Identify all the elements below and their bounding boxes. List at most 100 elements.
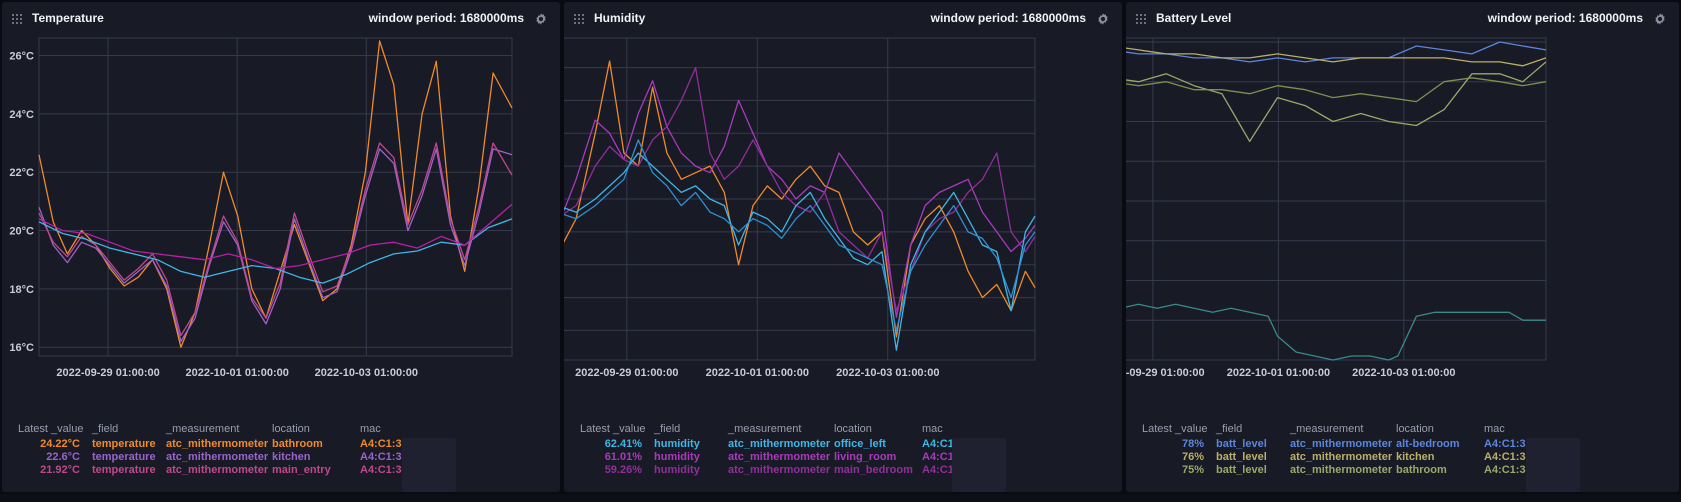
legend-mac: A4:C1:38: bbox=[1484, 464, 1536, 476]
panel-title: Humidity bbox=[594, 11, 646, 25]
x-tick-label: 2022-10-01 01:00:00 bbox=[186, 367, 289, 379]
legend-value: 21.92°C bbox=[40, 464, 80, 476]
legend-field: temperature bbox=[92, 438, 156, 450]
legend-location: bathroom bbox=[272, 438, 323, 450]
legend-row[interactable]: 22.6°C temperature atc_mithermometer kitche… bbox=[2, 451, 560, 465]
legend-field: humidity bbox=[654, 451, 700, 463]
series-line bbox=[1126, 61, 1547, 143]
legend-header: _field bbox=[1216, 423, 1243, 435]
series-line bbox=[564, 139, 1036, 332]
dashboard-bottom-edge bbox=[0, 494, 1681, 502]
temperature-chart: 16°C 18°C 20°C 22°C 24°C 26°C 2022-09-29 01:00… bbox=[9, 37, 513, 379]
x-tick-label: 2022-10-03 01:00:00 bbox=[1352, 367, 1455, 379]
x-tick-label: 2022-10-01 01:00:00 bbox=[1227, 367, 1330, 379]
legend-location: kitchen bbox=[272, 451, 311, 463]
legend-measurement: atc_mithermometer bbox=[1290, 438, 1393, 450]
legend-value: 22.6°C bbox=[46, 451, 80, 463]
legend-row[interactable]: 24.22°C temperature atc_mithermometer bathr… bbox=[2, 438, 560, 452]
panel-title: Temperature bbox=[32, 11, 104, 25]
legend-row[interactable]: 78% batt_level atc_mithermometer alt-bedroo… bbox=[1126, 438, 1679, 452]
legend-header: _measurement bbox=[728, 423, 802, 435]
series-line bbox=[1126, 47, 1547, 67]
gear-icon[interactable] bbox=[534, 12, 548, 26]
legend-value: 75% bbox=[1181, 464, 1204, 476]
legend-mac: A4:C1:38: bbox=[360, 438, 412, 450]
legend-value: 76% bbox=[1181, 451, 1204, 463]
legend-header: Latest _value bbox=[18, 423, 84, 435]
legend-row[interactable]: 61.01% humidity atc_mithermometer living_ro… bbox=[564, 451, 1122, 465]
panel-header: Temperature window period: 1680000ms bbox=[2, 2, 560, 32]
legend-location: office_left bbox=[834, 438, 886, 450]
legend-field: batt_level bbox=[1216, 464, 1267, 476]
grid bbox=[564, 37, 1036, 361]
gear-icon[interactable] bbox=[1653, 12, 1667, 26]
drag-handle-icon[interactable] bbox=[574, 14, 584, 24]
series-line bbox=[38, 203, 513, 270]
legend-measurement: atc_mithermometer bbox=[728, 438, 831, 450]
panel-header: Battery Level window period: 1680000ms bbox=[1126, 2, 1679, 32]
legend-field: batt_level bbox=[1216, 451, 1267, 463]
legend-field: temperature bbox=[92, 464, 156, 476]
legend-mac: A4:C1:38: bbox=[1484, 438, 1536, 450]
legend-measurement: atc_mithermometer bbox=[166, 438, 269, 450]
panel-header: Humidity window period: 1680000ms bbox=[564, 2, 1122, 32]
series-line bbox=[564, 60, 1036, 338]
window-period: window period: 1680000ms bbox=[930, 11, 1086, 25]
legend-value: 59.26% bbox=[604, 464, 642, 476]
x-tick-label: 2022-10-03 01:00:00 bbox=[315, 367, 418, 379]
legend-header: _field bbox=[92, 423, 119, 435]
legend-row[interactable]: 59.26% humidity atc_mithermometer main_bedr… bbox=[564, 464, 1122, 478]
legend-value: 62.41% bbox=[604, 438, 642, 450]
legend-value: 24.22°C bbox=[40, 438, 80, 450]
legend-field: batt_level bbox=[1216, 438, 1267, 450]
legend-measurement: atc_mithermometer bbox=[1290, 464, 1393, 476]
legend-header: mac bbox=[922, 423, 943, 435]
series-line bbox=[1126, 77, 1547, 103]
legend-row[interactable]: 75% batt_level atc_mithermometer bathroom A4… bbox=[1126, 464, 1679, 478]
window-period: window period: 1680000ms bbox=[368, 11, 524, 25]
legend: Latest _value _field _measurement location m… bbox=[1126, 418, 1679, 492]
legend-measurement: atc_mithermometer bbox=[728, 451, 831, 463]
legend-header: location bbox=[834, 423, 872, 435]
legend-header: _field bbox=[654, 423, 681, 435]
humidity-chart: 45%50%55%60%65%70%75%80%85%2022-09-29 01… bbox=[564, 37, 1036, 379]
legend-row[interactable]: 21.92°C temperature atc_mithermometer main_… bbox=[2, 464, 560, 478]
panel-title: Battery Level bbox=[1156, 11, 1232, 25]
battery-level-chart: 0%10%20%30%40%50%60%70%80%2022-09-29 01:… bbox=[1126, 37, 1547, 379]
legend-row[interactable]: 62.41% humidity atc_mithermometer office_le… bbox=[564, 438, 1122, 452]
series-line bbox=[564, 66, 1036, 312]
redaction-mask bbox=[402, 438, 456, 492]
redaction-mask bbox=[1526, 438, 1580, 492]
legend-location: alt-bedroom bbox=[1396, 438, 1460, 450]
series-line bbox=[1126, 41, 1547, 63]
legend-field: humidity bbox=[654, 464, 700, 476]
plot-frame bbox=[38, 37, 513, 357]
legend-location: kitchen bbox=[1396, 451, 1435, 463]
y-tick-label: 16°C bbox=[9, 342, 34, 354]
redaction-mask bbox=[952, 438, 1006, 492]
legend-mac: A4:C1:38: bbox=[360, 451, 412, 463]
grid bbox=[38, 37, 513, 357]
drag-handle-icon[interactable] bbox=[1136, 14, 1146, 24]
legend-location: main_entry bbox=[272, 464, 331, 476]
legend-header: location bbox=[272, 423, 310, 435]
legend-location: living_room bbox=[834, 451, 897, 463]
legend-mac: A4:C1:38: bbox=[1484, 451, 1536, 463]
legend-header: location bbox=[1396, 423, 1434, 435]
y-tick-label: 24°C bbox=[9, 109, 34, 121]
legend-location: main_bedroom bbox=[834, 464, 913, 476]
y-tick-label: 26°C bbox=[9, 51, 34, 63]
y-tick-label: 22°C bbox=[9, 167, 34, 179]
x-tick-label: 2022-10-01 01:00:00 bbox=[706, 367, 809, 379]
legend-row[interactable]: 76% batt_level atc_mithermometer kitchen A4:… bbox=[1126, 451, 1679, 465]
y-tick-label: 20°C bbox=[9, 226, 34, 238]
gear-icon[interactable] bbox=[1096, 12, 1110, 26]
legend-header: Latest _value bbox=[1142, 423, 1208, 435]
legend-value: 61.01% bbox=[604, 451, 642, 463]
x-tick-label: 2022-09-29 01:00:00 bbox=[1126, 367, 1205, 379]
drag-handle-icon[interactable] bbox=[12, 14, 22, 24]
series-line bbox=[38, 218, 513, 284]
series-line bbox=[38, 148, 513, 343]
legend-measurement: atc_mithermometer bbox=[166, 451, 269, 463]
legend: Latest _value _field _measurement location m… bbox=[564, 418, 1122, 492]
